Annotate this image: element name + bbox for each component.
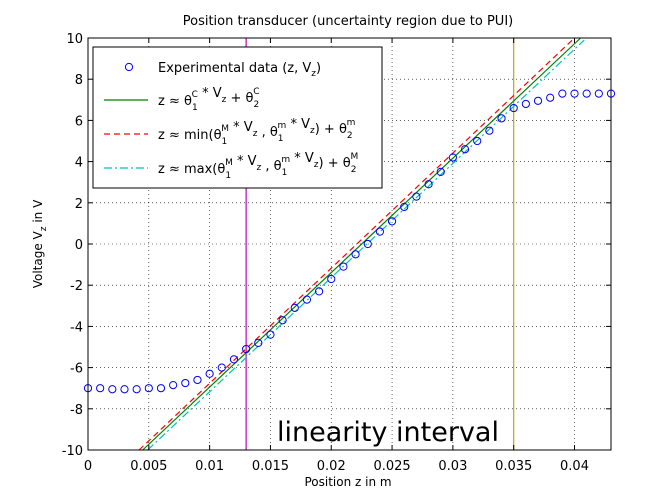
chart-title: Position transducer (uncertainty region … bbox=[183, 14, 513, 29]
y-tick-label: -4 bbox=[70, 320, 83, 335]
data-point bbox=[229, 355, 239, 364]
data-point bbox=[363, 239, 372, 249]
data-point bbox=[314, 287, 324, 296]
y-tick-label: 6 bbox=[75, 114, 83, 129]
annotation-linearity-interval: linearity interval bbox=[277, 417, 499, 448]
y-tick-label: 0 bbox=[75, 238, 83, 253]
x-tick-label: 0.01 bbox=[195, 459, 224, 474]
data-point bbox=[327, 274, 336, 284]
y-tick-label: 2 bbox=[75, 197, 83, 212]
data-point bbox=[290, 303, 299, 312]
data-point bbox=[400, 202, 409, 212]
legend-marker bbox=[124, 62, 134, 72]
x-tick-label: 0.035 bbox=[495, 459, 532, 474]
data-point bbox=[485, 126, 494, 135]
y-tick-label: 10 bbox=[66, 32, 83, 47]
data-point bbox=[387, 217, 397, 226]
data-point bbox=[120, 385, 129, 394]
x-axis-label: Position z in m bbox=[304, 475, 391, 489]
data-point bbox=[156, 384, 166, 393]
data-point bbox=[254, 338, 263, 347]
fit-line bbox=[147, 39, 585, 451]
legend-label: Experimental data (z, Vz) bbox=[158, 61, 321, 79]
data-point bbox=[448, 153, 457, 162]
y-axis-label: Voltage Vz in V bbox=[31, 199, 49, 288]
fit-line bbox=[142, 37, 582, 451]
data-point bbox=[181, 378, 190, 388]
x-axis-ticks: 0 0.005 0.01 0.015 0.02 0.025 0.03 0.035 0.04 bbox=[84, 38, 589, 474]
x-tick-label: 0.005 bbox=[130, 459, 167, 474]
data-point bbox=[96, 384, 105, 393]
data-point bbox=[558, 89, 567, 98]
data-point bbox=[339, 262, 348, 271]
data-point bbox=[521, 99, 530, 109]
data-point bbox=[436, 167, 445, 176]
legend: Experimental data (z, Vz) z ≈ θ1C * Vz + … bbox=[92, 46, 383, 189]
data-point bbox=[594, 89, 603, 98]
data-point bbox=[132, 385, 141, 394]
data-point bbox=[169, 381, 178, 390]
data-point bbox=[570, 89, 579, 98]
y-tick-label: -2 bbox=[70, 279, 83, 294]
data-point bbox=[509, 103, 518, 113]
data-point bbox=[193, 375, 202, 385]
data-point bbox=[217, 363, 226, 372]
y-tick-label: 4 bbox=[75, 156, 83, 171]
x-tick-label: 0.02 bbox=[317, 459, 346, 474]
legend-label: z ≈ max(θ1M * Vz , θ1m * Vz) + θ2M bbox=[158, 151, 358, 181]
fit-lines bbox=[138, 37, 585, 451]
x-tick-label: 0.025 bbox=[373, 459, 410, 474]
data-point bbox=[302, 295, 312, 304]
y-tick-label: -10 bbox=[62, 444, 83, 459]
x-tick-label: 0.03 bbox=[438, 459, 467, 474]
data-point bbox=[278, 316, 287, 325]
data-point bbox=[533, 96, 543, 105]
y-axis-ticks: -10 -8 -6 -4 -2 0 2 4 6 8 10 bbox=[62, 32, 611, 459]
data-point bbox=[144, 384, 153, 393]
y-tick-label: -6 bbox=[70, 362, 83, 377]
data-point bbox=[546, 93, 555, 102]
x-tick-label: 0.015 bbox=[252, 459, 289, 474]
data-point bbox=[412, 192, 421, 201]
data-point bbox=[242, 344, 251, 354]
y-tick-label: -8 bbox=[70, 403, 83, 418]
data-point bbox=[497, 114, 506, 123]
data-point bbox=[205, 369, 214, 378]
data-point bbox=[424, 180, 433, 189]
data-markers bbox=[83, 89, 616, 394]
data-point bbox=[375, 227, 385, 236]
legend-label: z ≈ min(θ1M * Vz , θ1m * Vz) + θ2m bbox=[158, 117, 355, 147]
data-point bbox=[266, 330, 275, 339]
legend-box bbox=[92, 46, 383, 189]
legend-label: z ≈ θ1C * Vz + θ2C bbox=[158, 86, 260, 113]
x-tick-label: 0.04 bbox=[560, 459, 589, 474]
data-point bbox=[582, 89, 591, 98]
data-point bbox=[351, 250, 360, 259]
data-point bbox=[473, 136, 482, 146]
x-tick-label: 0 bbox=[84, 459, 92, 474]
y-tick-label: 8 bbox=[75, 73, 83, 88]
data-point bbox=[108, 385, 117, 394]
data-point bbox=[460, 145, 470, 154]
